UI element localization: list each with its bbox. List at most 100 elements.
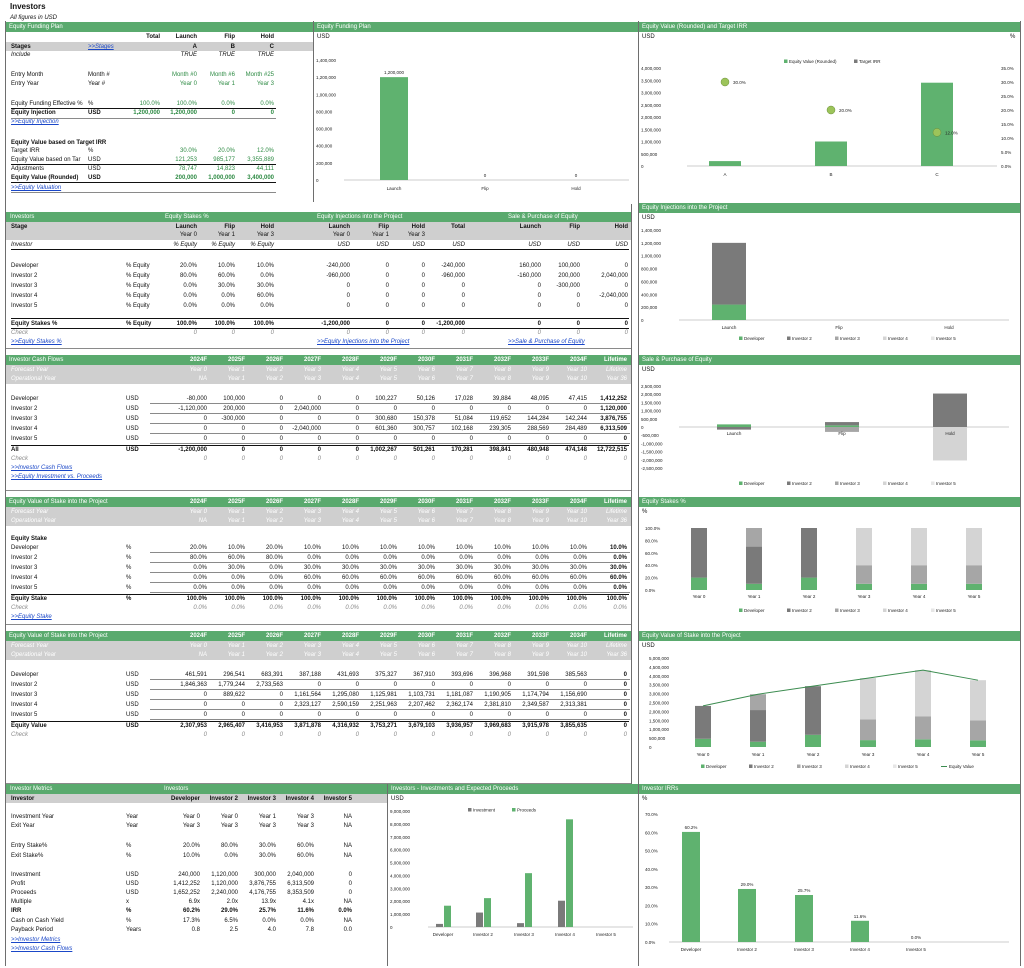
proceeds-bar — [444, 905, 451, 927]
stake-value-segment — [970, 680, 986, 721]
stake_pct-forecast-cell: Year 1 — [227, 509, 245, 515]
metrics-col-head: Developer — [170, 796, 200, 802]
stake_pct-total-cell: 100.0% — [338, 596, 359, 602]
inj-cell: 0 — [421, 293, 425, 299]
metrics-row-unit: Year — [126, 823, 139, 829]
metrics-cell: 30.0% — [258, 843, 276, 849]
stake-value-legend-swatch — [749, 764, 753, 768]
cash_flows-forecast-cell: Year 2 — [265, 367, 283, 373]
cash_flows-cell: 100,227 — [375, 396, 397, 402]
value-irr-legend-label: Equity Value (Rounded) — [789, 59, 837, 64]
cash_flows-row-label: Investor 5 — [11, 436, 38, 442]
stake_value-cell: 1,161,564 — [294, 692, 321, 698]
injections-chart-ytick: 1,000,000 — [641, 254, 662, 259]
cash_flows-check-cell: 0 — [469, 456, 473, 462]
irrs-chart-ytick: 50.0% — [645, 849, 658, 854]
equity-stakes-link[interactable]: >>Equity Stakes % — [11, 339, 62, 345]
metrics-cell: 4.1x — [302, 899, 314, 905]
funding-cell: Year 0 — [179, 81, 197, 87]
stakes-legend-swatch — [835, 608, 839, 612]
stake-bar-segment — [691, 577, 707, 590]
cash_flows-cell: 0 — [355, 426, 359, 432]
cash_flows-row-unit: USD — [126, 436, 139, 442]
metrics-row-label: Proceeds — [11, 890, 37, 896]
funding-cell: 44,111 — [256, 166, 274, 172]
stake_value-cell: 0 — [241, 712, 245, 718]
stake_pct-cell: 0.0% — [193, 585, 207, 591]
investor-cash-flows-link[interactable]: >>Investor Cash Flows — [11, 946, 73, 952]
cash_flows-cell: 239,305 — [489, 426, 511, 432]
stake_pct-check-cell: 0.0% — [269, 605, 283, 611]
equity-injections-link[interactable]: >>Equity Injections into the Project — [317, 339, 410, 345]
stakes-total-cell: 100.0% — [214, 321, 235, 327]
sp-cell: 0 — [624, 283, 628, 289]
funding-row-label[interactable]: >>Equity Injection — [11, 119, 59, 125]
stakes-header-4: Sale & Purchase of Equity — [508, 214, 578, 220]
injection-bar-segment — [712, 304, 746, 320]
stake_value-check-cell: 0 — [623, 732, 627, 738]
stakes-check-cell: 0 — [193, 330, 197, 336]
metrics-row-unit: Year — [126, 814, 139, 820]
stakes-total-unit: % Equity — [126, 321, 152, 327]
stake-value-segment — [915, 670, 931, 717]
cash_flows-cell: 47,415 — [568, 396, 587, 402]
stake_value-cell: 0 — [623, 692, 627, 698]
funding-col-head: Launch — [175, 34, 197, 40]
value-irr-chart-ytick: 500,000 — [641, 152, 658, 157]
stake_value-row-rule — [150, 689, 630, 690]
cash_flows-link[interactable]: >>Investor Cash Flows — [11, 465, 73, 471]
stake_value-check-cell: 0 — [393, 732, 397, 738]
stake_pct-header: Equity Value of Stake into the Project — [6, 497, 631, 507]
stake_value-cell: 367,910 — [413, 672, 435, 678]
sale-purchase-link[interactable]: >>Sale & Purchase of Equity — [508, 339, 585, 345]
cash_flows-cell: 102,168 — [451, 426, 473, 432]
stake_pct-year-head: 2027F — [303, 499, 321, 505]
funding-chart-header: Equity Funding Plan — [314, 22, 638, 32]
injections-legend-label: Investor 5 — [936, 336, 956, 341]
cash_flows-cell: 0 — [279, 436, 283, 442]
cash_flows-cell: 0 — [279, 426, 283, 432]
value-irr-y2tick: 20.0% — [1001, 108, 1014, 113]
value-irr-legend-swatch — [784, 59, 788, 63]
sale-purchase-segment — [825, 425, 859, 427]
stake_value-cell: 889,622 — [223, 692, 245, 698]
stake_value-year-head: 2028F — [341, 633, 359, 639]
stake_pct-link[interactable]: >>Equity Stake — [11, 614, 52, 620]
sale-purchase-legend-swatch — [739, 481, 743, 485]
inv-proceeds-category: Investor 2 — [473, 932, 493, 937]
investor-metrics-link[interactable]: >>Investor Metrics — [11, 937, 61, 943]
stake_pct-check-cell: 0.0% — [535, 605, 549, 611]
sp-cell: 0 — [537, 283, 541, 289]
stakes-row-label: Investor 4 — [11, 293, 38, 299]
cash_flows-link[interactable]: >>Equity Investment vs. Proceeds — [11, 474, 103, 480]
sp-col-head: Launch — [519, 224, 541, 230]
inv-proceeds-chart-header: Investors - Investments and Expected Pro… — [388, 784, 638, 794]
funding-row-label[interactable]: >>Equity Valuation — [11, 185, 62, 191]
metrics-cell: 240,000 — [178, 872, 200, 878]
stages-link[interactable]: >>Stages — [88, 44, 114, 50]
stake_pct-cell: 0.0% — [497, 555, 511, 561]
inj-cell: -960,000 — [326, 273, 350, 279]
metrics-cell: 300,000 — [254, 872, 276, 878]
stake_pct-cell: 0.0% — [383, 585, 397, 591]
stake_value-cell: 385,563 — [565, 672, 587, 678]
value-irr-chart-svg: 0 500,000 1,000,000 1,500,000 2,000,000 2,500… — [641, 59, 1014, 177]
stake_pct-cell: 60.0% — [227, 555, 245, 561]
sheet-subtitle: All figures in USD — [10, 15, 58, 21]
stake-value-legend-swatch — [797, 764, 801, 768]
funding-cell: TRUE — [180, 52, 197, 58]
funding-category: Launch — [387, 186, 402, 191]
inj-check-cell: 0 — [461, 330, 465, 336]
stake_pct-cell: 0.0% — [231, 575, 245, 581]
inv-proceeds-legend-label: Investment — [473, 808, 496, 813]
sale-purchase-chart-unit: USD — [642, 367, 655, 373]
inv-proceeds-category: Investor 5 — [596, 932, 616, 937]
stake_pct-cell: 0.0% — [573, 585, 587, 591]
cash_flows-cell: 51,084 — [454, 416, 473, 422]
stake-value-chart-ytick: 1,500,000 — [649, 718, 670, 723]
investment-bar — [517, 923, 524, 927]
stake_value-cell: 296,541 — [223, 672, 245, 678]
metrics-cell: 1,652,252 — [173, 890, 200, 896]
sp-cell: 0 — [624, 303, 628, 309]
inv-proceeds-legend-swatch — [468, 808, 472, 812]
